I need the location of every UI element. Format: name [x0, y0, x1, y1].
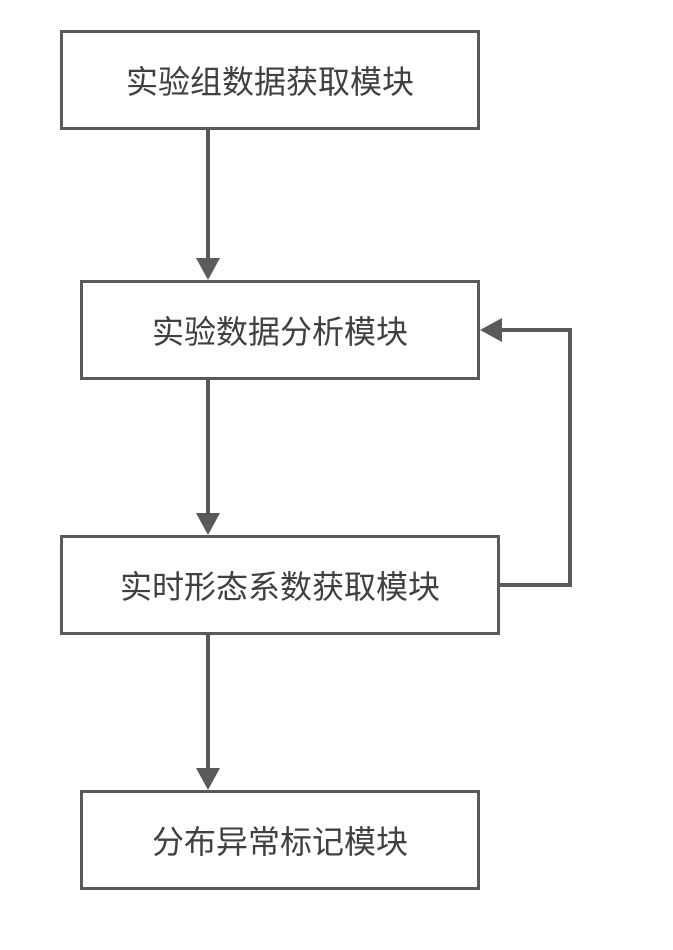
arrow-3-4-line [206, 635, 210, 770]
flowchart-container: 实验组数据获取模块 实验数据分析模块 实时形态系数获取模块 分布异常标记模块 [0, 0, 673, 950]
feedback-line-out [500, 583, 572, 587]
node-label: 实验数据分析模块 [152, 307, 408, 353]
arrow-3-4-head [196, 768, 220, 790]
node-morphology-coef: 实时形态系数获取模块 [60, 535, 500, 635]
node-data-acquisition: 实验组数据获取模块 [60, 30, 480, 130]
arrow-2-3-head [196, 513, 220, 535]
node-label: 分布异常标记模块 [152, 817, 408, 863]
node-data-analysis: 实验数据分析模块 [80, 280, 480, 380]
arrow-1-2-line [206, 130, 210, 262]
feedback-arrow-head [480, 318, 502, 342]
arrow-2-3-line [206, 380, 210, 515]
node-label: 实验组数据获取模块 [126, 57, 414, 103]
node-label: 实时形态系数获取模块 [120, 562, 440, 608]
node-anomaly-marker: 分布异常标记模块 [80, 790, 480, 890]
arrow-1-2-head [196, 258, 220, 280]
feedback-line-up [568, 328, 572, 587]
feedback-line-in [500, 328, 572, 332]
